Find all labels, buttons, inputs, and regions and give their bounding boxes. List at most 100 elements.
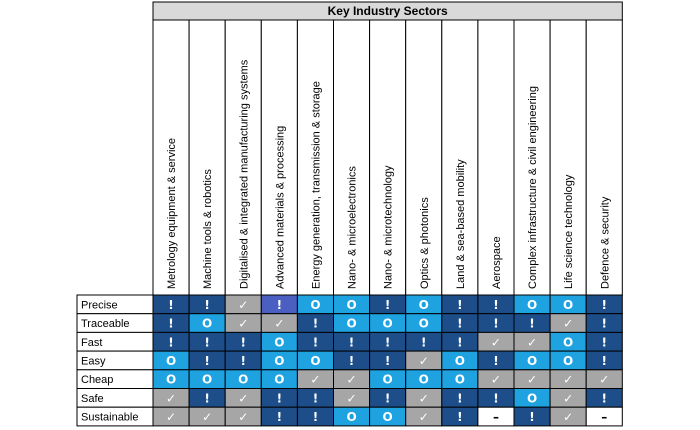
matrix-cell-symbol: – — [601, 410, 607, 424]
column-header-cell — [549, 19, 587, 296]
matrix-cell-symbol: O — [346, 410, 356, 424]
matrix-cell-symbol: ! — [529, 410, 534, 424]
matrix-cell-symbol: ✓ — [274, 317, 284, 331]
matrix-cell-symbol: O — [202, 317, 212, 331]
matrix-cell-symbol: ✓ — [202, 410, 212, 424]
matrix-cell-symbol: ✓ — [563, 410, 573, 424]
matrix-cell-symbol: ✓ — [527, 335, 537, 349]
matrix-cell-symbol: O — [563, 335, 573, 349]
matrix-cell-symbol: O — [455, 373, 465, 387]
column-header-cell — [369, 19, 407, 296]
matrix-cell-symbol: ! — [493, 298, 498, 312]
row-label: Cheap — [81, 374, 113, 386]
matrix-cell-symbol: O — [455, 354, 465, 368]
matrix-cell-symbol: ✓ — [166, 410, 176, 424]
column-header-label: Machine tools & robotics — [202, 169, 214, 289]
matrix-cell-symbol: ! — [349, 335, 354, 349]
matrix-cell-symbol: O — [166, 373, 176, 387]
matrix-cell-symbol: ✓ — [238, 391, 248, 405]
matrix-cell-symbol: ✓ — [166, 391, 176, 405]
column-header-cell — [477, 19, 515, 296]
matrix-cell-symbol: ✓ — [419, 391, 429, 405]
matrix-cell-symbol: ! — [313, 317, 318, 331]
row-label: Safe — [81, 393, 104, 405]
matrix-cell-symbol: ✓ — [238, 410, 248, 424]
matrix-cell-symbol: O — [419, 298, 429, 312]
matrix-cell-symbol: ✓ — [238, 298, 248, 312]
matrix-cell-symbol: ✓ — [310, 373, 320, 387]
matrix-cell-symbol: O — [238, 373, 248, 387]
column-header-cell — [441, 19, 479, 296]
matrix-cell-symbol: ! — [168, 335, 173, 349]
column-header-label: Defence & security — [599, 196, 611, 289]
matrix-cell-symbol: ! — [385, 391, 390, 405]
matrix-cell-symbol: ! — [493, 391, 498, 405]
matrix-cell-symbol: ! — [204, 354, 209, 368]
column-header-cell — [585, 19, 623, 296]
matrix-cell-symbol: ! — [204, 391, 209, 405]
column-header-label: Advanced materials & processing — [274, 126, 286, 289]
matrix-cell-symbol: ! — [602, 335, 607, 349]
matrix-cell-symbol: ! — [204, 298, 209, 312]
row-label: Fast — [81, 337, 102, 349]
column-header-cell — [405, 19, 443, 296]
matrix-cell-symbol: ! — [602, 354, 607, 368]
column-header-label: Complex infrastructure & civil engineeri… — [527, 86, 539, 289]
column-header-cell — [224, 19, 262, 296]
matrix-cell-symbol: ! — [241, 335, 246, 349]
matrix-cell-symbol: O — [274, 335, 284, 349]
matrix-cell-symbol: O — [274, 373, 284, 387]
matrix-cell-symbol: ! — [241, 354, 246, 368]
matrix-cell-symbol: ! — [385, 335, 390, 349]
matrix-cell-symbol: O — [310, 354, 320, 368]
column-header-label: Land & sea-based mobility — [455, 159, 467, 289]
column-header-label: Optics & photonics — [419, 197, 431, 289]
matrix-cell-symbol: O — [563, 298, 573, 312]
matrix-cell-symbol: O — [166, 354, 176, 368]
matrix-cell-symbol: ! — [493, 354, 498, 368]
matrix-cell-symbol: O — [563, 354, 573, 368]
matrix-cell-symbol: ✓ — [419, 354, 429, 368]
column-header-label: Nano- & microtechnology — [383, 165, 395, 289]
matrix-cell-symbol: O — [527, 391, 537, 405]
matrix-cell-symbol: ✓ — [491, 373, 501, 387]
matrix-cell-symbol: O — [202, 373, 212, 387]
matrix-cell-symbol: ! — [277, 391, 282, 405]
matrix-cell-symbol: O — [419, 373, 429, 387]
matrix-cell-symbol: O — [527, 298, 537, 312]
matrix-cell-symbol: ! — [529, 317, 534, 331]
matrix-cell-symbol: ✓ — [599, 373, 609, 387]
matrix-cell-symbol: ! — [313, 391, 318, 405]
matrix-cell-symbol: ✓ — [563, 373, 573, 387]
matrix-cell-symbol: O — [383, 410, 393, 424]
matrix-cell-symbol: ! — [277, 298, 282, 312]
chart-title: Key Industry Sectors — [328, 4, 448, 18]
column-header-label: Nano- & microelectronics — [347, 166, 359, 289]
matrix-cell-symbol: ! — [457, 317, 462, 331]
matrix-cell-symbol: ! — [457, 298, 462, 312]
matrix-cell-symbol: ! — [457, 335, 462, 349]
matrix-cell-symbol: ! — [313, 410, 318, 424]
matrix-cell-symbol: ✓ — [563, 391, 573, 405]
matrix-cell-symbol: ! — [457, 391, 462, 405]
matrix-cell-symbol: ! — [602, 317, 607, 331]
matrix-cell-symbol: ! — [385, 354, 390, 368]
matrix-cell-symbol: ! — [602, 298, 607, 312]
matrix-cell-symbol: O — [527, 354, 537, 368]
row-label: Traceable — [81, 318, 130, 330]
row-label: Easy — [81, 355, 106, 367]
matrix-cell-symbol: O — [346, 298, 356, 312]
matrix-cell-symbol: ! — [168, 317, 173, 331]
matrix-cell-symbol: ! — [602, 391, 607, 405]
matrix-cell-symbol: ! — [349, 354, 354, 368]
matrix-cell-symbol: ! — [385, 298, 390, 312]
matrix-cell-symbol: ! — [457, 410, 462, 424]
matrix-cell-symbol: O — [346, 317, 356, 331]
matrix-cell-symbol: ! — [313, 335, 318, 349]
matrix-cell-symbol: O — [383, 373, 393, 387]
row-label: Precise — [81, 299, 118, 311]
matrix-cell-symbol: ! — [493, 317, 498, 331]
matrix-cell-symbol: ! — [204, 335, 209, 349]
matrix-cell-symbol: ✓ — [527, 373, 537, 387]
